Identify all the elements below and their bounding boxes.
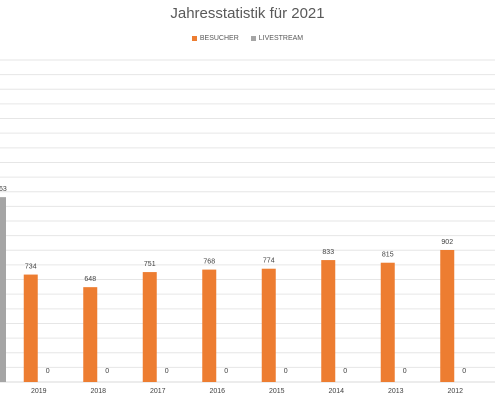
bar-besucher xyxy=(261,268,276,382)
data-label-livestream: 0 xyxy=(343,368,347,375)
x-tick-label: 2012 xyxy=(447,388,463,395)
data-label-livestream: 0 xyxy=(284,368,288,375)
legend: BESUCHER LIVESTREAM xyxy=(0,35,495,42)
data-label-livestream: 0 xyxy=(224,368,228,375)
bar-besucher xyxy=(321,260,336,382)
x-tick-label: 2019 xyxy=(31,388,47,395)
data-label-livestream: 0 xyxy=(165,368,169,375)
bar-besucher xyxy=(23,274,38,382)
bar-besucher xyxy=(202,269,217,382)
legend-label-besucher: BESUCHER xyxy=(199,35,239,42)
legend-item-livestream: LIVESTREAM xyxy=(250,35,304,42)
x-tick-label: 2018 xyxy=(90,388,106,395)
chart-title: Jahresstatistik für 2021 xyxy=(170,5,325,22)
data-label-besucher: 648 xyxy=(84,276,96,283)
data-label-livestream: 0 xyxy=(46,368,50,375)
bar-besucher xyxy=(440,249,455,382)
bar-besucher xyxy=(142,272,157,382)
bar-besucher xyxy=(83,287,98,382)
data-label-livestream-partial: 63 xyxy=(0,186,7,193)
bar-besucher xyxy=(380,262,395,382)
data-label-livestream: 0 xyxy=(105,368,109,375)
data-label-besucher: 833 xyxy=(322,249,334,256)
data-label-livestream: 0 xyxy=(462,368,466,375)
legend-swatch-besucher xyxy=(191,36,197,41)
data-label-livestream: 0 xyxy=(403,368,407,375)
data-label-besucher: 902 xyxy=(441,239,453,246)
data-label-besucher: 815 xyxy=(382,252,394,259)
legend-item-besucher: BESUCHER xyxy=(191,35,239,42)
data-label-besucher: 774 xyxy=(263,258,275,265)
x-tick-label: 2013 xyxy=(388,388,404,395)
x-tick-label: 2014 xyxy=(328,388,344,395)
data-label-besucher: 734 xyxy=(25,264,37,271)
x-tick-label: 2016 xyxy=(209,388,225,395)
legend-label-livestream: LIVESTREAM xyxy=(258,35,304,42)
data-label-besucher: 768 xyxy=(203,259,215,266)
legend-swatch-livestream xyxy=(250,36,256,41)
x-tick-label: 2015 xyxy=(269,388,285,395)
data-label-besucher: 751 xyxy=(144,261,156,268)
x-tick-label: 2017 xyxy=(150,388,166,395)
bar-livestream-partial xyxy=(0,197,6,382)
